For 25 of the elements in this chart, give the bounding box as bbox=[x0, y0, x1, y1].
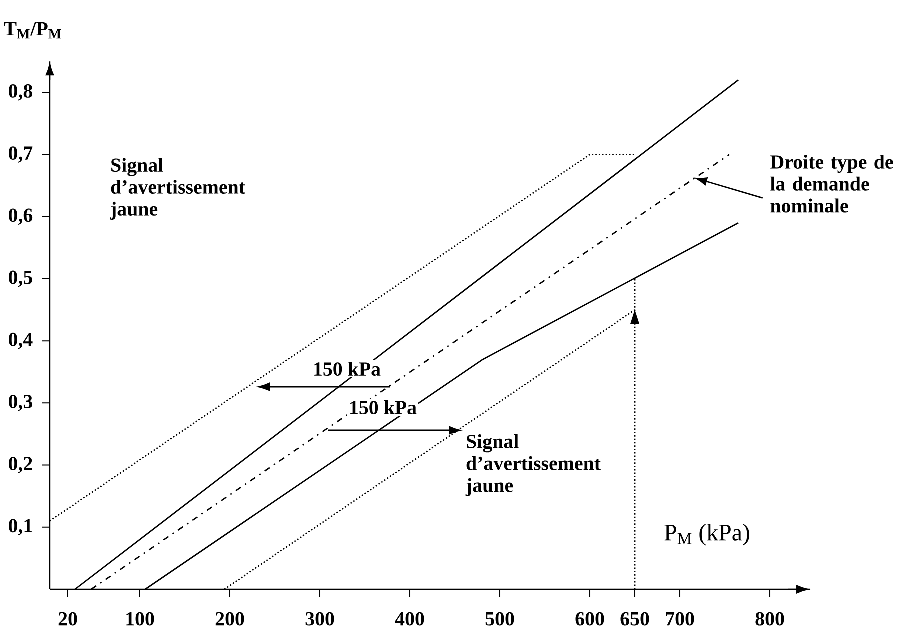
x-tick-label: 400 bbox=[395, 612, 424, 626]
y-axis-title: T$_{M}$/P$_{M}$ bbox=[4, 22, 62, 39]
y-tick-label: 0,5 bbox=[9, 270, 32, 288]
x-tick-label: 500 bbox=[486, 612, 514, 626]
x-tick-label: 600 bbox=[576, 612, 604, 626]
x-tick-label: 650 bbox=[620, 612, 650, 626]
x-tick-label: 700 bbox=[666, 612, 694, 626]
annotation: 150 kPa bbox=[350, 400, 417, 415]
annotation: Signal d’avertissement jaune bbox=[110, 158, 246, 220]
y-tick-label: 0,2 bbox=[9, 457, 32, 474]
annotation: 150 kPa bbox=[314, 362, 381, 376]
y-tick-label: 0,8 bbox=[9, 84, 32, 101]
y-tick-label: 0,6 bbox=[9, 208, 33, 226]
y-tick-label: 0,4 bbox=[9, 332, 33, 350]
x-tick-label: 300 bbox=[306, 612, 334, 626]
annotation: Droite type de la demande nominale bbox=[770, 154, 894, 213]
y-tick-label: 0,7 bbox=[9, 146, 33, 163]
y-tick-label: 0,3 bbox=[9, 395, 32, 412]
annotation: Signal d’avertissement jaune bbox=[466, 434, 601, 496]
x-tick-label: 200 bbox=[216, 612, 244, 626]
x-tick-label: 20 bbox=[58, 612, 78, 626]
y-tick-label: 0,1 bbox=[9, 519, 32, 536]
x-tick-label: 800 bbox=[756, 612, 784, 626]
x-axis-title: P$_{M}$ (kPa) bbox=[664, 524, 750, 546]
x-tick-label: 100 bbox=[126, 612, 154, 626]
